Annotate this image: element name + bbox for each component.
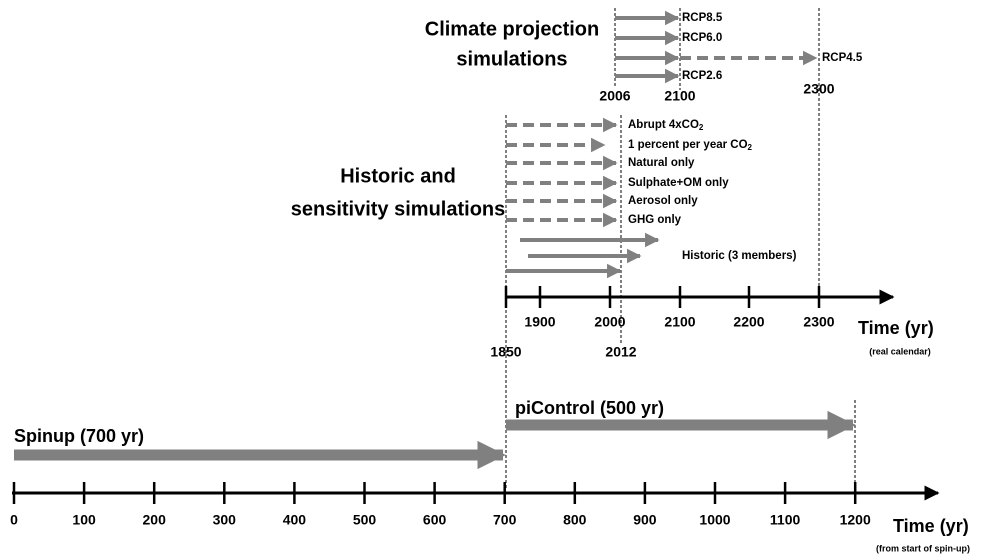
historic-arrows: [506, 117, 660, 279]
scenario-label: RCP4.5: [822, 52, 863, 64]
tick-label: 2000: [594, 314, 625, 330]
year-label: 2300: [803, 81, 834, 97]
experiment-label: Abrupt 4xCO2: [628, 119, 704, 132]
tick-label: 500: [353, 512, 377, 528]
tick-label: 600: [423, 512, 447, 528]
tick-label: 700: [493, 512, 517, 528]
year-marker: 1850: [490, 344, 521, 360]
historic-title: sensitivity simulations: [291, 198, 506, 220]
experiment-text: Sulphate+OM only: [628, 177, 729, 189]
scenario-label: RCP2.6: [682, 70, 722, 82]
tick-label: 0: [10, 512, 18, 528]
tick-label: 100: [72, 512, 96, 528]
tick-label: 2200: [733, 314, 764, 330]
tick-label: 400: [283, 512, 307, 528]
scenario-label: RCP6.0: [682, 32, 722, 44]
tick-label: 2100: [664, 314, 695, 330]
tick-label: 900: [633, 512, 657, 528]
subscript: 2: [699, 123, 704, 132]
axis-note: (real calendar): [869, 346, 931, 356]
axis-title: Time (yr): [893, 516, 969, 536]
year-label: 2100: [664, 88, 695, 104]
projection-title: simulations: [456, 48, 567, 70]
tick-label: 1100: [770, 512, 801, 528]
experiment-label: Aerosol only: [628, 195, 698, 207]
experiment-text: GHG only: [628, 214, 682, 226]
tick-label: 2300: [803, 314, 834, 330]
tick-label: 300: [213, 512, 237, 528]
picontrol-label: piControl (500 yr): [515, 398, 664, 418]
year-label: 2006: [599, 88, 630, 104]
axis-note: (from start of spin-up): [876, 543, 970, 553]
experiment-text: Aerosol only: [628, 195, 698, 207]
axis-title: Time (yr): [858, 318, 934, 338]
tick-label: 1900: [524, 314, 555, 330]
experiment-text: 1 percent per year CO: [628, 139, 748, 151]
experiment-label: GHG only: [628, 214, 682, 226]
experiment-text: Abrupt 4xCO: [628, 119, 699, 131]
scenario-label: RCP8.5: [682, 12, 723, 24]
year-marker: 2012: [605, 344, 636, 360]
spinup-label: Spinup (700 yr): [14, 426, 144, 446]
tick-label: 800: [563, 512, 587, 528]
historic-label: Historic (3 members): [682, 250, 797, 262]
tick-label: 200: [143, 512, 167, 528]
historic-title: Historic and: [340, 165, 456, 187]
experiment-label: 1 percent per year CO2: [628, 139, 753, 152]
experiment-text: Natural only: [628, 157, 695, 169]
subscript: 2: [748, 143, 753, 152]
tick-label: 1000: [699, 512, 730, 528]
experiment-label: Sulphate+OM only: [628, 177, 729, 189]
projection-arrows: [615, 10, 818, 84]
experiment-label: Natural only: [628, 157, 695, 169]
projection-title: Climate projection: [425, 18, 599, 40]
tick-label: 1200: [840, 512, 871, 528]
